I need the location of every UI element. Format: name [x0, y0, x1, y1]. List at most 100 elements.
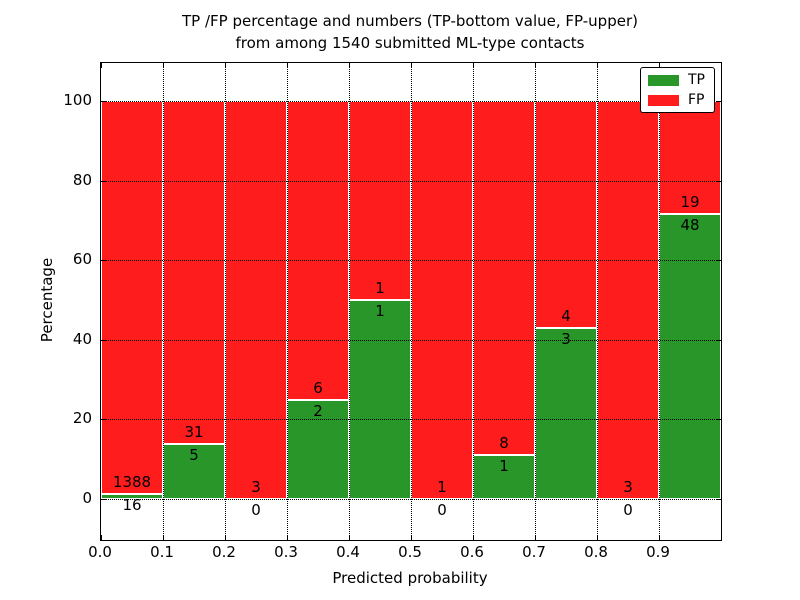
bar-segment-tp	[163, 443, 225, 499]
x-tick-mark-top	[349, 63, 350, 68]
tp-count-label: 1	[499, 456, 509, 475]
bar-segment-tp	[101, 494, 163, 499]
x-tick-mark-top	[659, 63, 660, 68]
y-tick-label: 40	[72, 329, 92, 348]
x-gridline	[163, 63, 164, 540]
fp-count-label: 19	[680, 192, 700, 211]
legend-swatch-fp	[648, 94, 679, 106]
legend-label: FP	[688, 92, 705, 108]
bar-segment-fp	[225, 101, 287, 499]
y-tick-mark-right	[716, 180, 721, 182]
chart-title: TP /FP percentage and numbers (TP-bottom…	[100, 10, 720, 54]
x-tick-mark-top	[597, 63, 598, 68]
y-tick-mark	[101, 499, 106, 500]
fp-count-label: 3	[251, 478, 261, 496]
bar-segment-fp	[101, 101, 163, 495]
x-tick-mark-top	[411, 63, 412, 68]
tp-count-label: 0	[623, 501, 633, 519]
x-gridline	[659, 63, 660, 540]
bar-segment-tp	[349, 300, 411, 499]
legend: TP FP	[640, 67, 715, 113]
x-tick-mark	[411, 535, 412, 540]
tp-count-label: 0	[437, 501, 447, 519]
y-gridline	[101, 180, 721, 182]
x-tick-label: 0.5	[398, 543, 422, 561]
y-tick-mark-right	[716, 419, 721, 421]
y-tick-label: 60	[72, 250, 92, 269]
fp-count-label: 4	[561, 307, 571, 326]
tp-count-label: 1	[375, 302, 385, 320]
y-tick-mark	[101, 339, 106, 341]
x-tick-label: 0.7	[522, 543, 546, 561]
tp-count-label: 48	[680, 215, 700, 234]
bar-segment-fp	[473, 101, 535, 455]
y-tick-label: 100	[63, 91, 92, 109]
bar-segment-fp	[411, 101, 473, 499]
x-tick-mark	[163, 535, 164, 540]
y-tick-label: 0	[82, 489, 92, 507]
chart-title-line1: TP /FP percentage and numbers (TP-bottom…	[182, 12, 638, 30]
x-tick-mark	[287, 535, 288, 540]
x-tick-label: 0.8	[584, 543, 608, 561]
x-gridline	[597, 63, 598, 540]
y-gridline	[101, 260, 721, 262]
x-gridline	[473, 63, 474, 540]
legend-row: TP	[648, 72, 705, 88]
legend-swatch-tp	[648, 74, 679, 86]
x-gridline	[535, 63, 536, 540]
y-gridline	[101, 339, 721, 341]
fp-count-label: 1	[437, 478, 447, 496]
x-tick-mark	[225, 535, 226, 540]
tp-count-label: 0	[251, 501, 261, 519]
bar-segment-fp	[535, 101, 597, 329]
y-tick-mark-right	[716, 339, 721, 341]
y-gridline	[101, 499, 721, 500]
x-tick-mark-top	[287, 63, 288, 68]
y-tick-mark	[101, 180, 106, 182]
x-tick-mark-top	[101, 63, 102, 68]
fp-count-label: 6	[313, 378, 323, 397]
tp-count-label: 3	[561, 330, 571, 349]
bar-segment-fp	[597, 101, 659, 499]
fp-count-label: 3	[623, 478, 633, 496]
x-tick-label: 0.3	[274, 543, 298, 561]
bar-segment-fp	[163, 101, 225, 444]
tp-count-label: 16	[122, 496, 142, 515]
legend-label: TP	[688, 72, 705, 88]
x-tick-mark	[349, 535, 350, 540]
x-gridline	[349, 63, 350, 540]
x-tick-label: 0.2	[212, 543, 236, 561]
fp-count-label: 1	[375, 279, 385, 297]
x-tick-mark-top	[473, 63, 474, 68]
bar-segment-tp	[659, 213, 721, 499]
x-tick-mark	[659, 535, 660, 540]
x-tick-mark-top	[225, 63, 226, 68]
y-tick-mark-right	[716, 499, 721, 500]
bar-segment-tp	[535, 328, 597, 499]
y-tick-mark	[101, 419, 106, 421]
x-tick-mark	[597, 535, 598, 540]
y-gridline	[101, 419, 721, 421]
x-gridline	[411, 63, 412, 540]
x-tick-label: 0.4	[336, 543, 360, 561]
x-tick-label: 0.0	[88, 543, 112, 561]
x-tick-mark	[535, 535, 536, 540]
x-tick-label: 0.9	[646, 543, 670, 561]
y-tick-label: 80	[72, 170, 92, 189]
y-tick-label: 20	[72, 409, 92, 428]
y-axis-label: Percentage	[38, 257, 56, 343]
fp-count-label: 1388	[112, 473, 152, 492]
bar-segment-fp	[287, 101, 349, 400]
fp-count-label: 8	[499, 433, 509, 452]
x-gridline	[287, 63, 288, 540]
y-tick-mark-right	[716, 101, 721, 102]
plot-area: 1388 16 31 5 3 0 6 2 1 1 1 0 8 1 4 3 3 0 19 48 TP FP	[100, 62, 722, 541]
y-gridline	[101, 101, 721, 102]
fp-count-label: 31	[184, 422, 204, 441]
y-tick-mark	[101, 101, 106, 102]
bar-segment-tp	[473, 454, 535, 499]
bar-segment-fp	[659, 101, 721, 214]
y-tick-mark	[101, 260, 106, 262]
x-tick-label: 0.6	[460, 543, 484, 561]
